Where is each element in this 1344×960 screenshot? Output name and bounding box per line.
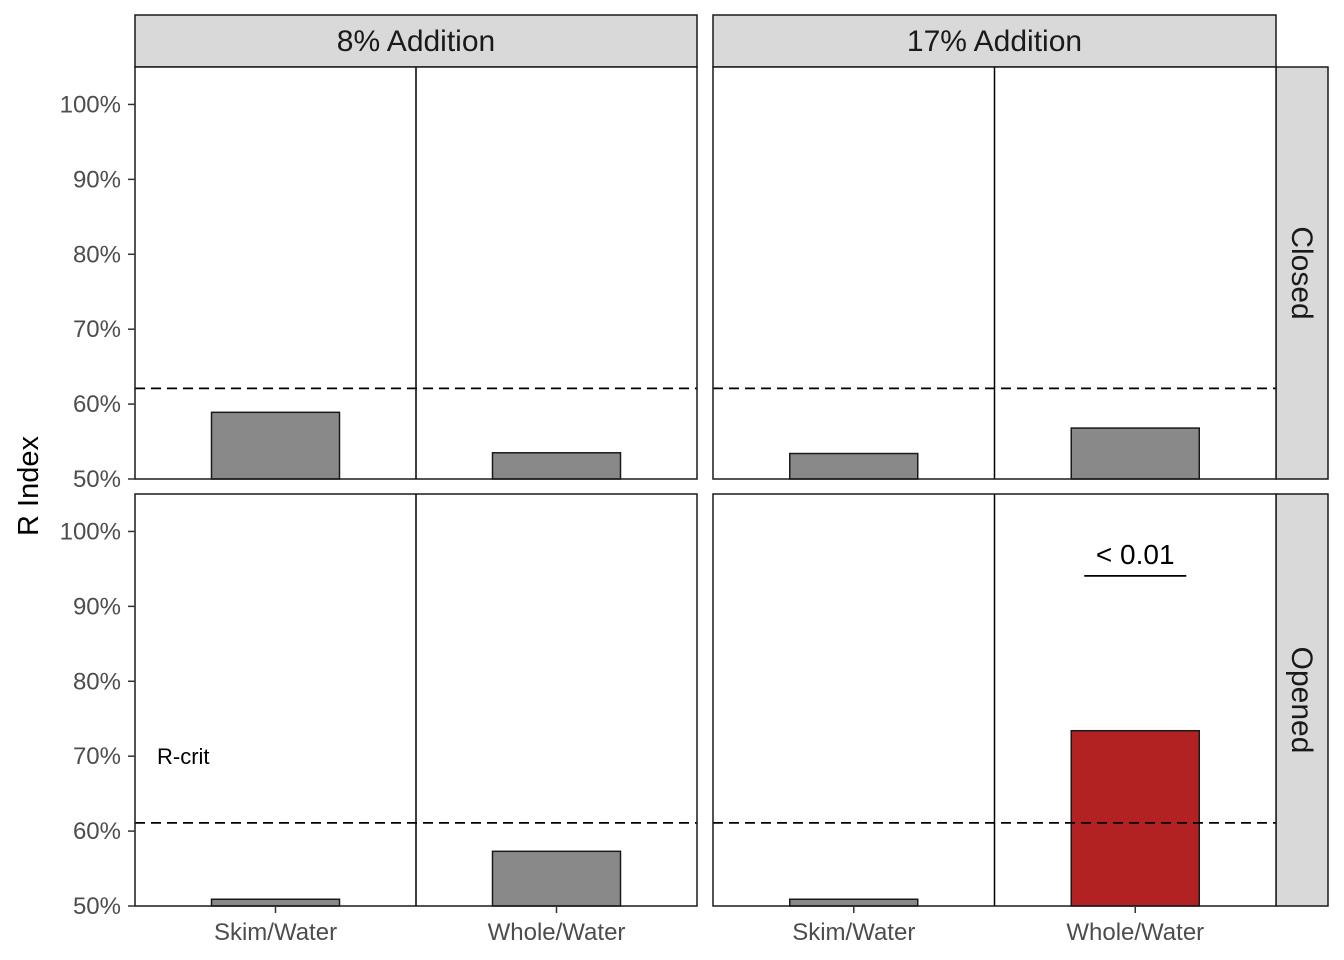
pvalue-label: < 0.01	[1096, 539, 1175, 570]
x-tick-label: Whole/Water	[488, 919, 626, 946]
bar-skim-water	[789, 898, 919, 907]
panel-border	[712, 66, 1277, 480]
panel-border	[134, 493, 698, 907]
bar-whole-water	[1070, 427, 1200, 480]
col-strip-label: 8% Addition	[337, 25, 495, 58]
x-axis-17pct-addition: Skim/Water Whole/Water	[792, 906, 1204, 946]
y-tick-label: 90%	[73, 593, 121, 620]
x-axis-8pct-addition: Skim/Water Whole/Water	[214, 906, 625, 946]
y-axis-title: R Index	[13, 436, 45, 536]
row-strip-closed	[1275, 66, 1329, 480]
bar-skim-water	[789, 452, 919, 480]
panel-border	[712, 493, 1277, 907]
bar-whole-water	[1070, 729, 1200, 907]
facet-panels: R-crit < 0.01	[134, 66, 1277, 907]
y-tick-label: 100%	[60, 518, 121, 545]
panel-17pct-addition-opened: < 0.01	[712, 493, 1277, 907]
y-axis-closed: 50% 60% 70% 80% 90% 100%	[60, 91, 135, 493]
y-tick-label: 70%	[73, 743, 121, 770]
row-strip-label: Opened	[1285, 647, 1318, 754]
panel-border	[134, 66, 698, 480]
facet-strips: 8% Addition 17% Addition Closed Opened	[134, 14, 1329, 907]
y-tick-label: 60%	[73, 818, 121, 845]
col-strip-8pct-addition	[134, 14, 698, 68]
y-tick-label: 90%	[73, 166, 121, 193]
panel-8pct-addition-opened: R-crit	[134, 493, 698, 907]
panel-17pct-addition-closed	[712, 66, 1277, 480]
y-tick-label: 70%	[73, 316, 121, 343]
bar-whole-water	[491, 452, 622, 480]
x-tick-label: Skim/Water	[214, 919, 337, 946]
bar-skim-water	[210, 411, 341, 480]
panel-8pct-addition-closed	[134, 66, 698, 480]
row-strip-opened	[1275, 493, 1329, 907]
row-strip-label: Closed	[1285, 226, 1318, 319]
bar-skim-water	[210, 898, 341, 907]
bar-whole-water	[491, 850, 622, 907]
col-strip-17pct-addition	[712, 14, 1277, 68]
col-strip-label: 17% Addition	[907, 25, 1082, 58]
x-tick-label: Skim/Water	[792, 919, 915, 946]
y-tick-label: 50%	[73, 466, 121, 493]
y-tick-label: 60%	[73, 391, 121, 418]
x-axis: Skim/Water Whole/Water Skim/Water Whole/Wat…	[214, 906, 1204, 946]
y-axes: 50% 60% 70% 80% 90% 100% 50% 60% 70% 80% 90% 100%	[60, 91, 135, 920]
y-axis-opened: 50% 60% 70% 80% 90% 100%	[60, 518, 135, 920]
y-tick-label: 50%	[73, 893, 121, 920]
x-tick-label: Whole/Water	[1066, 919, 1204, 946]
rcrit-label: R-crit	[157, 744, 210, 769]
y-tick-label: 80%	[73, 241, 121, 268]
y-tick-label: 80%	[73, 668, 121, 695]
y-tick-label: 100%	[60, 91, 121, 118]
